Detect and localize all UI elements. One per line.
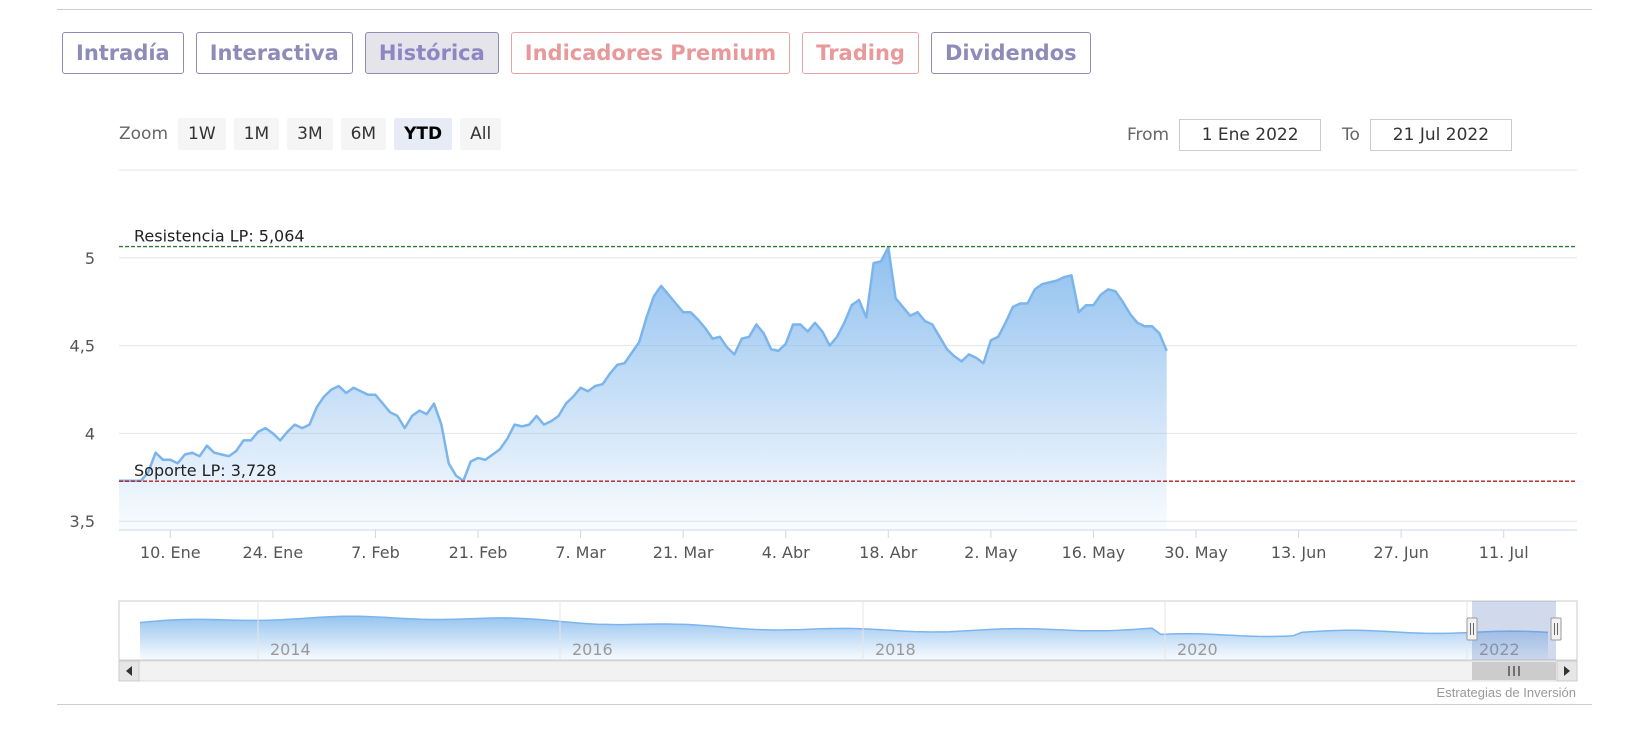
zoom-ytd-button[interactable]: YTD [394,118,453,150]
x-axis: 10. Ene 24. Ene 7. Feb 21. Feb 7. Mar 21. Mar… [119,529,1577,562]
zoom-all-button[interactable]: All [460,118,502,150]
navigator-year-label: 2014 [270,640,311,659]
navigator-year-label: 2018 [875,640,916,659]
x-tick-label: 21. Feb [449,543,508,562]
zoom-selector: Zoom 1W 1M 3M 6M YTD All [119,118,502,150]
tab-interactiva[interactable]: Interactiva [195,32,353,74]
x-tick-label: 30. May [1164,543,1228,562]
y-tick-label: 4,5 [70,337,95,356]
navigator-year-label: 2022 [1479,640,1520,659]
bottom-divider [57,704,1592,705]
x-tick-label: 4. Abr [762,543,810,562]
navigator[interactable]: 2014 2016 2018 2020 2022 [118,600,1578,682]
to-label: To [1342,125,1360,145]
top-divider [57,9,1592,10]
y-tick-label: 4 [85,424,95,443]
zoom-1m-button[interactable]: 1M [233,118,280,150]
tab-trading[interactable]: Trading [802,32,919,74]
zoom-6m-button[interactable]: 6M [340,118,387,150]
resistance-label: Resistencia LP: 5,064 [134,227,305,246]
credits[interactable]: Estrategias de Inversión [1437,685,1576,700]
x-tick-label: 11. Jul [1479,543,1529,562]
to-date-input[interactable]: 21 Jul 2022 [1369,119,1512,151]
x-tick-label: 18. Abr [859,543,918,562]
support-label: Soporte LP: 3,728 [134,461,277,480]
range-from: From 1 Ene 2022 [1127,119,1322,151]
x-tick-label: 7. Feb [351,543,400,562]
tab-indicadores-premium[interactable]: Indicadores Premium [510,32,791,74]
x-tick-label: 27. Jun [1373,543,1429,562]
range-to: To 21 Jul 2022 [1342,119,1512,151]
plot-lines: Resistencia LP: 5,064 Soporte LP: 3,728 [119,227,1577,482]
from-date-input[interactable]: 1 Ene 2022 [1179,119,1322,151]
price-line [119,246,1168,483]
x-tick-label: 2. May [964,543,1017,562]
x-tick-label: 21. Mar [653,543,714,562]
price-area [119,247,1167,531]
arrow-left-icon [126,666,132,676]
y-axis-labels: 3,5 4 4,5 5 [70,249,95,531]
navigator-selection[interactable] [1472,601,1556,660]
navigator-left-handle[interactable] [1466,617,1478,641]
navigator-line [139,615,1549,638]
from-label: From [1127,125,1170,145]
chart-tabs: Intradía Interactiva Histórica Indicador… [62,32,1091,74]
scrollbar-track [118,660,1578,682]
navigator-area [140,616,1548,660]
y-tick-label: 3,5 [70,512,95,531]
price-series [119,246,1168,531]
x-tick-label: 13. Jun [1271,543,1327,562]
zoom-label: Zoom [119,124,169,144]
navigator-right-handle[interactable] [1550,617,1562,641]
navigator-year-label: 2020 [1177,640,1218,659]
zoom-3m-button[interactable]: 3M [287,118,333,150]
navigator-year-label: 2016 [572,640,613,659]
tab-intradia[interactable]: Intradía [62,32,184,74]
x-tick-label: 24. Ene [243,543,304,562]
tab-historica[interactable]: Histórica [364,32,499,74]
tab-dividendos[interactable]: Dividendos [930,32,1091,74]
y-tick-label: 5 [85,249,95,268]
arrow-right-icon [1564,666,1570,676]
x-tick-label: 10. Ene [140,543,201,562]
x-tick-label: 16. May [1062,543,1126,562]
x-tick-label: 7. Mar [555,543,606,562]
zoom-1w-button[interactable]: 1W [178,118,226,150]
